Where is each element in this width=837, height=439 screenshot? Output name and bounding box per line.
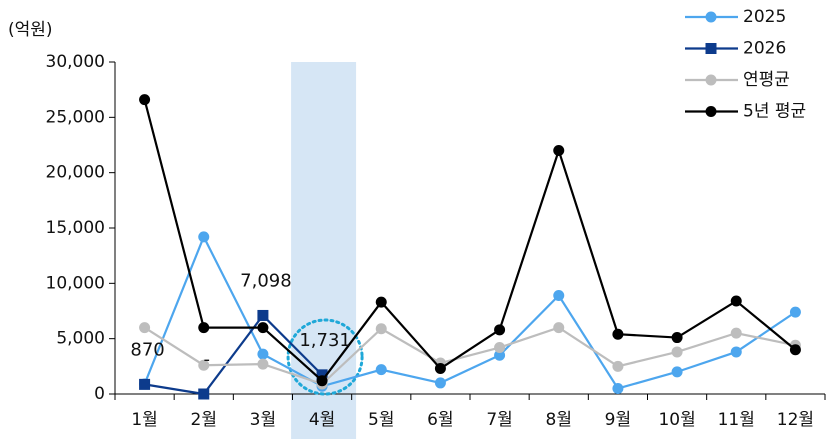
unit-label: (억원) — [8, 20, 53, 40]
point — [553, 290, 565, 302]
legend-marker — [705, 43, 717, 54]
data-label: 870 — [130, 339, 164, 360]
x-tick-label: 5월 — [368, 410, 394, 430]
y-tick-label: 0 — [94, 384, 105, 404]
data-label: 1,731 — [299, 330, 351, 351]
point — [257, 322, 269, 334]
x-tick-label: 2월 — [191, 410, 217, 430]
y-tick-label: 30,000 — [46, 52, 105, 72]
point — [139, 378, 151, 390]
series-line — [143, 326, 796, 386]
series-line — [144, 313, 323, 396]
point — [257, 309, 269, 321]
point — [730, 295, 742, 307]
data-label: 7,098 — [240, 270, 292, 291]
point — [316, 375, 328, 387]
y-tick-label: 10,000 — [46, 273, 105, 293]
legend-marker — [705, 11, 717, 23]
point — [671, 346, 683, 358]
point — [612, 360, 624, 372]
y-tick-label: 15,000 — [46, 218, 105, 238]
legend-marker — [705, 106, 717, 117]
x-tick-label: 11월 — [718, 410, 755, 430]
point — [612, 328, 624, 340]
legend-label: 연평균 — [743, 70, 790, 90]
point — [494, 324, 506, 336]
point — [375, 323, 387, 335]
legend-marker — [705, 74, 717, 86]
point — [139, 94, 151, 106]
point — [494, 349, 506, 361]
x-tick-label: 6월 — [427, 410, 453, 430]
point — [789, 306, 801, 318]
point — [494, 342, 506, 354]
highlight-circle — [286, 318, 364, 396]
x-tick-label: 7월 — [486, 410, 512, 430]
y-tick-label: 25,000 — [46, 107, 105, 127]
legend-label: 5년 평균 — [743, 102, 806, 122]
point — [671, 366, 683, 378]
x-tick-label: 4월 — [309, 410, 335, 430]
x-tick-label: 1월 — [131, 410, 157, 430]
x-tick-label: 12월 — [777, 410, 814, 430]
data-label: - — [204, 349, 211, 370]
point — [434, 363, 446, 375]
point — [730, 346, 742, 358]
point — [375, 364, 387, 376]
y-tick-label: 5,000 — [56, 329, 105, 349]
x-tick-label: 3월 — [250, 410, 276, 430]
point — [789, 344, 801, 356]
point — [198, 388, 210, 400]
legend-label: 2025 — [743, 7, 786, 27]
point — [198, 359, 210, 371]
legend-label: 2026 — [743, 39, 786, 59]
point — [198, 322, 210, 334]
point — [671, 332, 683, 344]
x-tick-label: 8월 — [546, 410, 572, 430]
point — [198, 231, 210, 243]
point — [553, 145, 565, 157]
point — [316, 369, 328, 381]
point — [730, 327, 742, 339]
point — [257, 348, 269, 360]
point — [139, 322, 151, 334]
series-line — [143, 99, 797, 383]
point — [257, 358, 269, 370]
x-tick-label: 10월 — [658, 410, 695, 430]
point — [375, 296, 387, 308]
x-tick-label: 9월 — [605, 410, 631, 430]
point — [434, 377, 446, 389]
point — [553, 322, 565, 334]
series-line — [143, 234, 797, 390]
point — [612, 382, 624, 394]
y-tick-label: 20,000 — [46, 163, 105, 183]
